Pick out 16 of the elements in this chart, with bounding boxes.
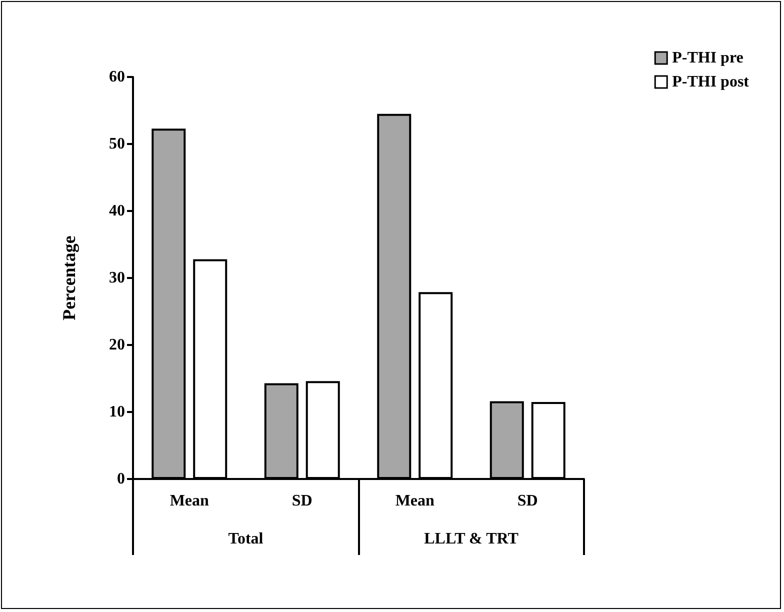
y-tick-label: 60 — [109, 68, 125, 86]
y-tick-label: 30 — [109, 270, 125, 286]
y-tick-label: 50 — [109, 136, 125, 152]
text: Total — [228, 530, 264, 548]
y-tick-label: 40 — [109, 202, 125, 220]
legend-label: P-THI post — [672, 74, 750, 90]
y-tick-label: 20 — [109, 336, 125, 354]
y-axis-title: Percentage — [59, 236, 79, 320]
x-tick-label: SD — [517, 492, 538, 510]
x-tick-label: Mean — [170, 492, 210, 510]
text: LLLT & TRT — [424, 530, 519, 548]
x-tick-label: SD — [292, 492, 312, 510]
y-tick-label: 0 — [117, 470, 125, 488]
legend-label: P-THI pre — [672, 50, 744, 66]
x-tick-label: Mean — [395, 492, 435, 510]
y-tick-label: 10 — [109, 404, 125, 420]
